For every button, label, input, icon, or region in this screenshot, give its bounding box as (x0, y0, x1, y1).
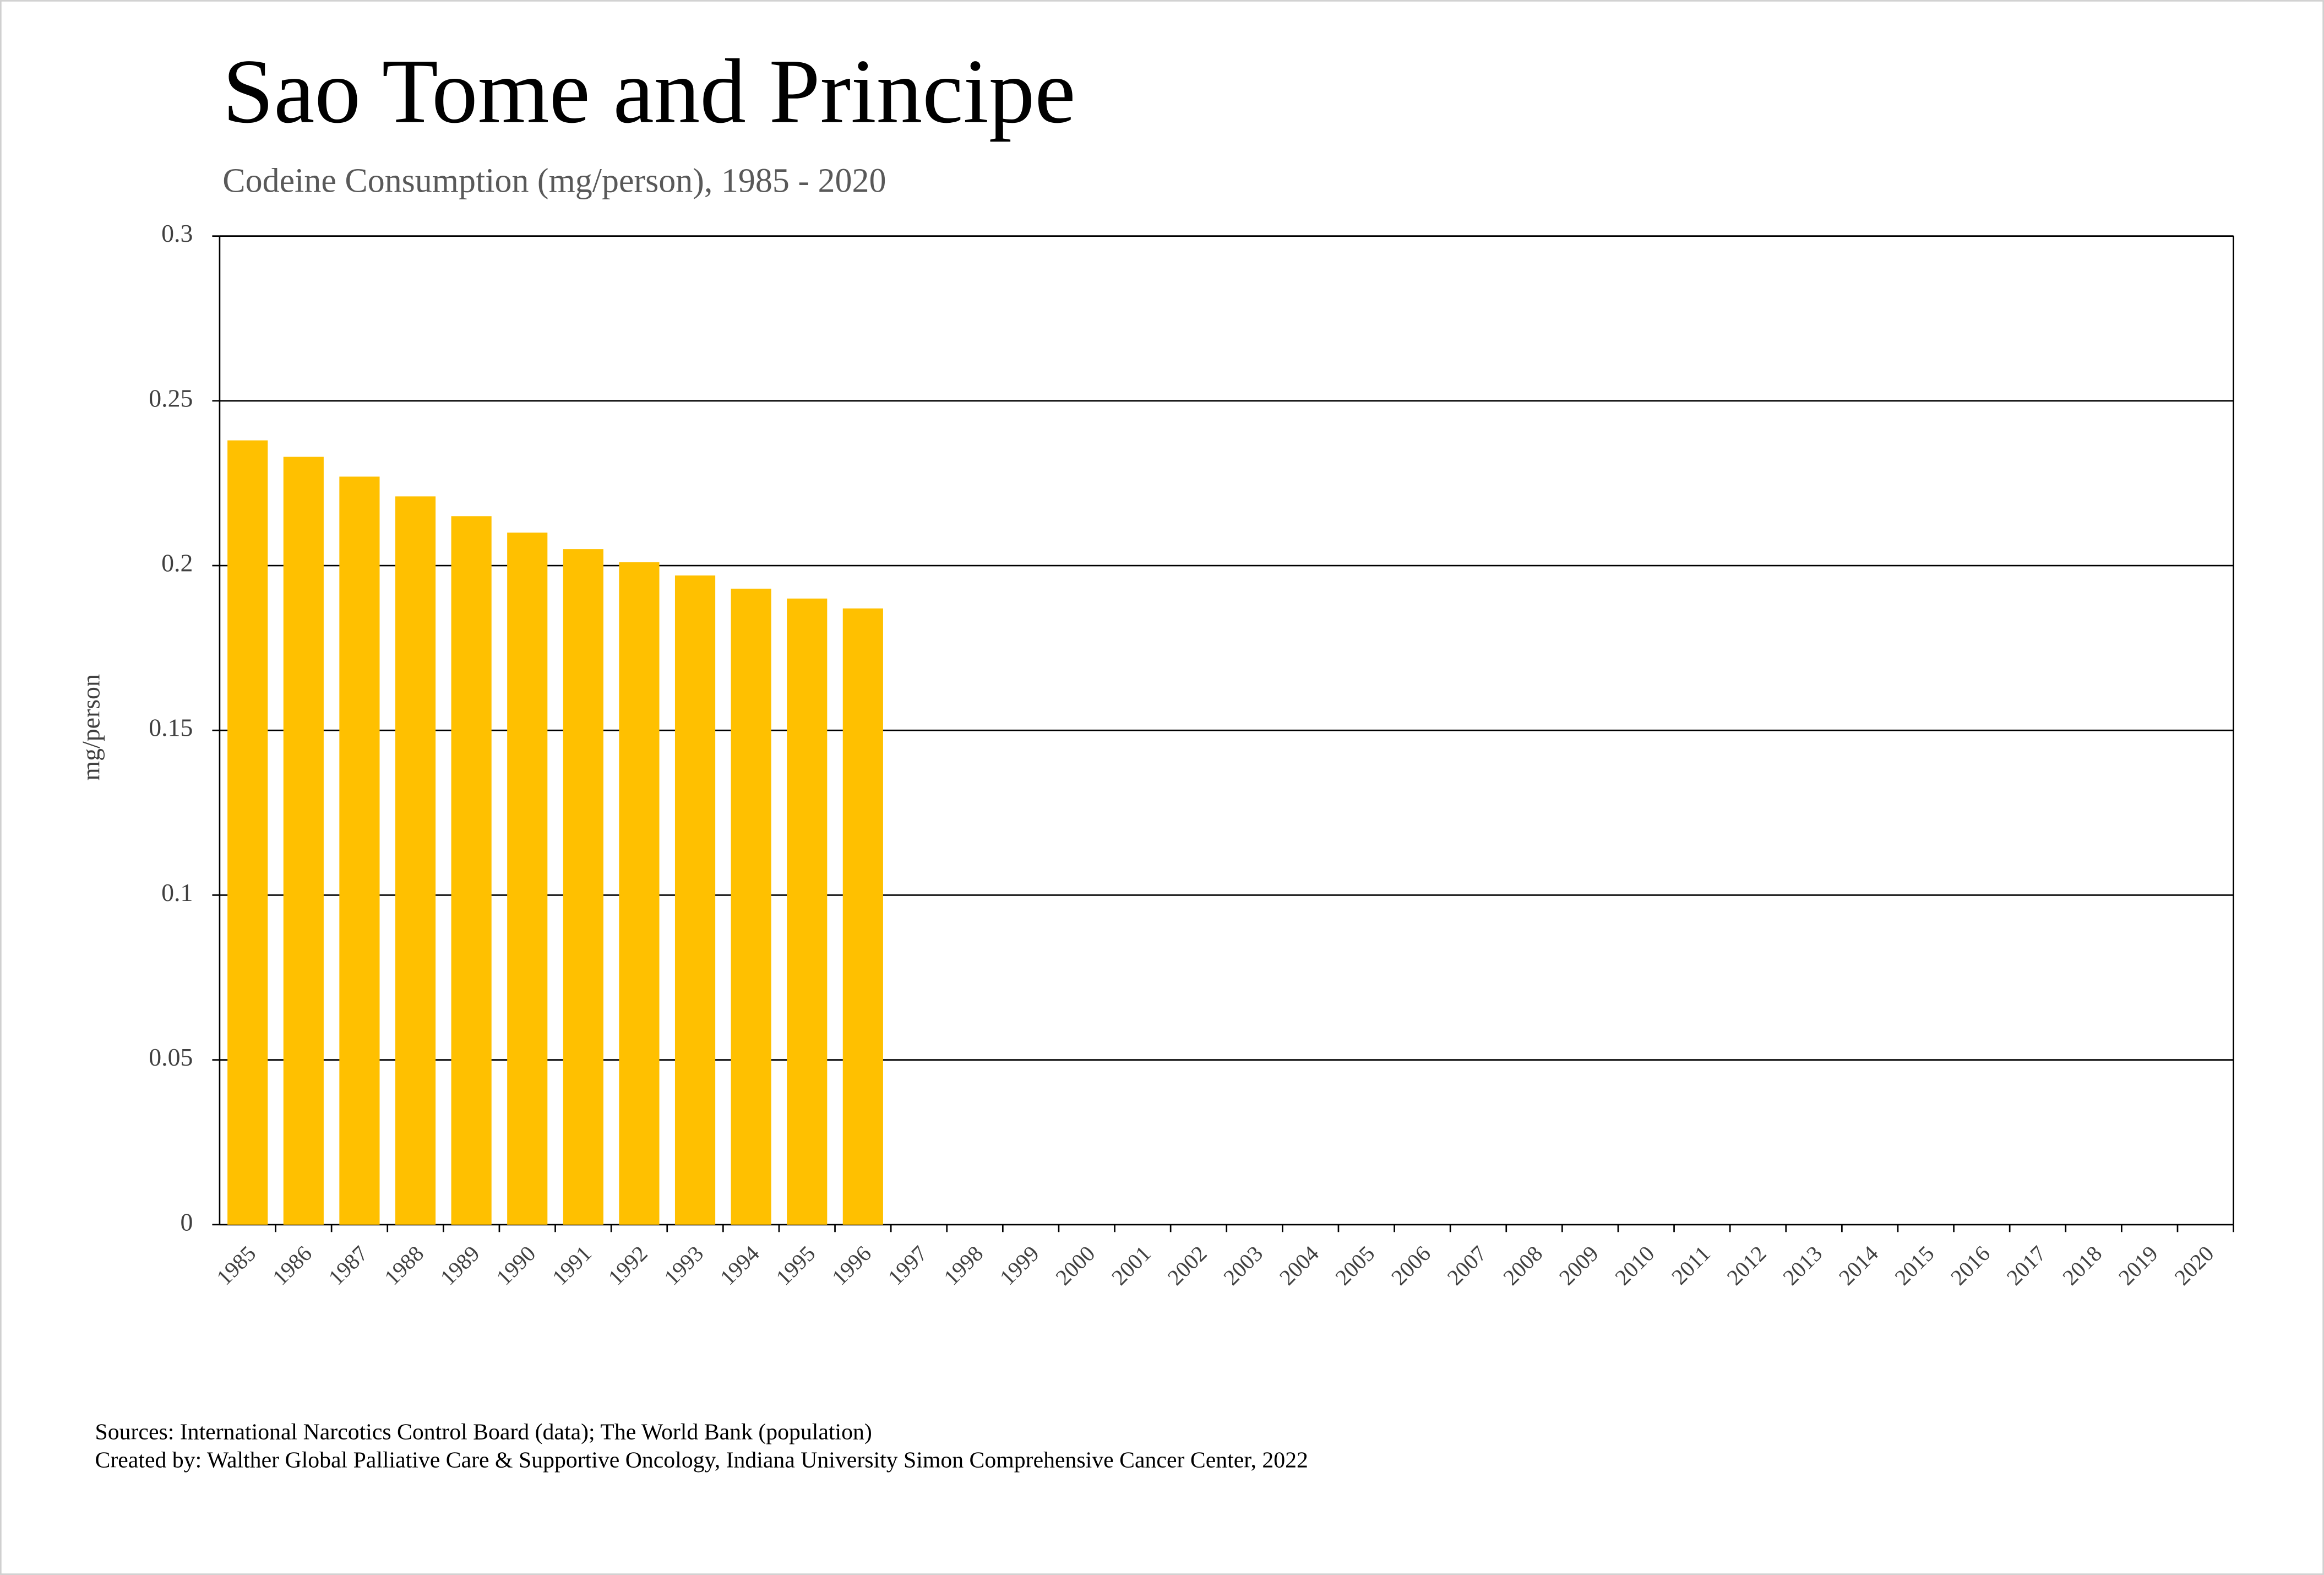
bar (395, 496, 436, 1225)
y-tick-label: 0.25 (149, 384, 193, 412)
y-tick-label: 0.3 (161, 219, 193, 247)
credit: Created by: Walther Global Palliative Ca… (95, 1448, 1308, 1473)
chart-title: Sao Tome and Principe (222, 41, 1075, 143)
y-tick-label: 0.05 (149, 1043, 193, 1071)
bar (619, 562, 660, 1225)
y-axis-label: mg/person (77, 674, 105, 780)
bar (451, 516, 492, 1225)
y-tick-label: 0 (180, 1208, 193, 1236)
y-tick-label: 0.2 (161, 549, 193, 577)
bar (507, 533, 548, 1225)
bar (283, 457, 324, 1225)
y-tick-label: 0.15 (149, 714, 193, 742)
bar (731, 588, 771, 1225)
bar (563, 549, 603, 1225)
bar (227, 440, 268, 1225)
bar (339, 476, 380, 1225)
chart-subtitle: Codeine Consumption (mg/person), 1985 - … (222, 162, 886, 200)
y-tick-label: 0.1 (161, 878, 193, 906)
bar (787, 598, 828, 1225)
bar (674, 575, 716, 1225)
bar (842, 608, 883, 1225)
sources: Sources: International Narcotics Control… (95, 1419, 872, 1444)
